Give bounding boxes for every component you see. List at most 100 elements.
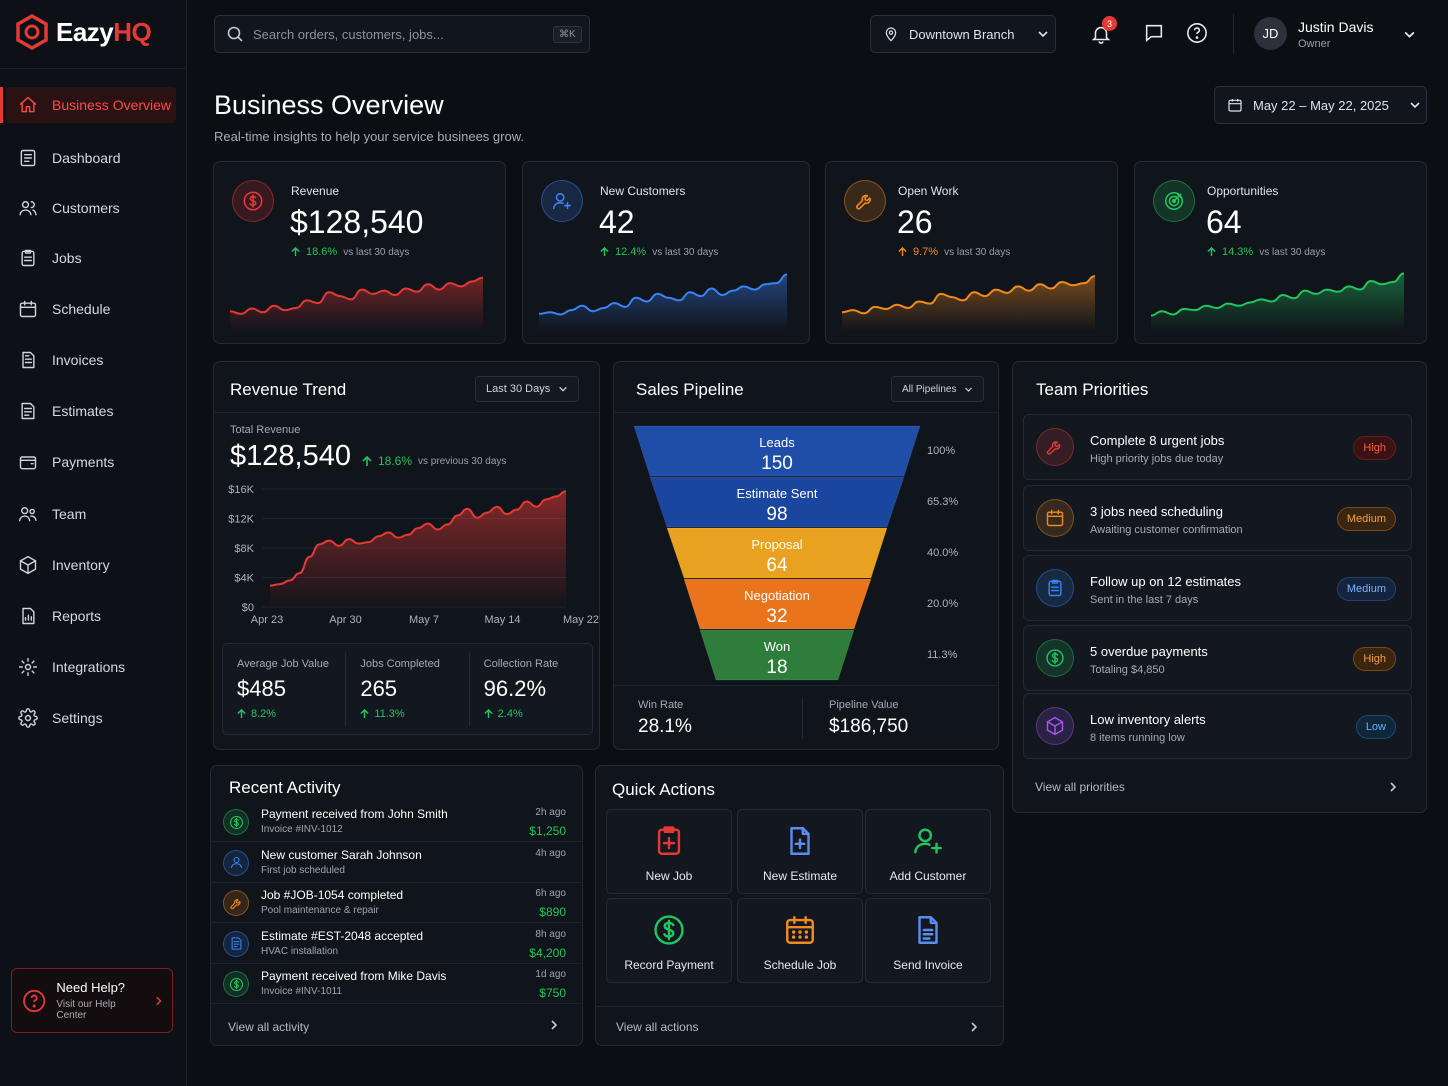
branch-selector[interactable]: Downtown Branch xyxy=(870,15,1056,53)
stat-delta-pct: 8.2% xyxy=(251,708,277,720)
quick-action-send-invoice[interactable]: Send Invoice xyxy=(865,898,991,983)
kpi-delta: 18.6% vs last 30 days xyxy=(291,246,409,258)
quick-action-record-payment[interactable]: Record Payment xyxy=(606,898,732,983)
team-priorities-card: Team Priorities Complete 8 urgent jobs H… xyxy=(1012,361,1427,813)
kpi-card-new-customers[interactable]: New Customers 42 12.4% vs last 30 days xyxy=(522,161,810,344)
sidebar-item-dashboard[interactable]: Dashboard xyxy=(6,140,176,176)
wrench-icon xyxy=(229,898,241,909)
page-subtitle: Real-time insights to help your service … xyxy=(214,129,524,144)
priority-item[interactable]: 5 overdue payments Totaling $4,850 High xyxy=(1023,625,1412,691)
kpi-card-open-work[interactable]: Open Work 26 9.7% vs last 30 days xyxy=(825,161,1118,344)
dollar-icon xyxy=(229,815,243,829)
view-all-actions-link[interactable]: View all actions xyxy=(616,1020,699,1034)
arrow-up-icon xyxy=(362,455,372,466)
activity-row[interactable]: Payment received from Mike Davis Invoice… xyxy=(211,963,582,1004)
chevron-right-icon[interactable] xyxy=(548,1019,560,1031)
funnel-stage-pct: 100% xyxy=(927,445,955,457)
date-range-picker[interactable]: May 22 – May 22, 2025 xyxy=(1214,86,1427,124)
sidebar-item-estimates[interactable]: Estimates xyxy=(6,393,176,429)
funnel-stage-label: Estimate Sent xyxy=(737,486,818,501)
box-icon xyxy=(19,555,37,575)
search-bar[interactable]: ⌘K xyxy=(214,15,590,53)
activity-row[interactable]: Estimate #EST-2048 accepted HVAC install… xyxy=(211,923,582,964)
sidebar-item-reports[interactable]: Reports xyxy=(6,598,176,634)
priority-badge: Medium xyxy=(1336,507,1396,531)
sidebar-item-business-overview[interactable]: Business Overview xyxy=(0,87,176,123)
quick-action-add-customer[interactable]: Add Customer xyxy=(865,809,991,894)
kpi-delta-pct: 14.3% xyxy=(1222,246,1254,258)
arrow-up-icon xyxy=(360,709,369,719)
sidebar-item-customers[interactable]: Customers xyxy=(6,190,176,226)
chevron-down-icon xyxy=(1410,102,1420,109)
branch-name: Downtown Branch xyxy=(909,26,1015,42)
pipeline-filter-select[interactable]: All Pipelines xyxy=(891,376,985,402)
activity-row[interactable]: Job #JOB-1054 completed Pool maintenance… xyxy=(211,882,582,923)
chevron-right-icon[interactable] xyxy=(968,1021,980,1033)
chevron-right-icon[interactable] xyxy=(1387,781,1399,793)
search-input[interactable] xyxy=(253,26,543,42)
priority-item[interactable]: Low inventory alerts 8 items running low… xyxy=(1023,693,1412,759)
view-all-activity-link[interactable]: View all activity xyxy=(228,1020,310,1034)
kpi-sparkline xyxy=(230,276,483,332)
kpi-delta-vs: vs last 30 days xyxy=(1259,246,1326,258)
kpi-delta-pct: 18.6% xyxy=(306,246,338,258)
user-role: Owner xyxy=(1298,38,1331,50)
sidebar-item-invoices[interactable]: Invoices xyxy=(6,342,176,378)
quick-action-schedule-job[interactable]: Schedule Job xyxy=(737,898,863,983)
revenue-period-select[interactable]: Last 30 Days xyxy=(475,376,580,402)
x-tick-label: Apr 23 xyxy=(251,614,283,626)
help-title: Need Help? xyxy=(56,980,126,995)
stat-value: 96.2% xyxy=(483,676,547,701)
arrow-up-icon xyxy=(484,709,493,719)
view-all-priorities-link[interactable]: View all priorities xyxy=(1035,780,1125,794)
activity-icon-wrap xyxy=(223,809,249,835)
kpi-value: 26 xyxy=(897,204,933,240)
user-menu-chevron-icon[interactable] xyxy=(1403,28,1416,41)
kpi-card-opportunities[interactable]: Opportunities 64 14.3% vs last 30 days xyxy=(1134,161,1427,344)
sidebar-item-inventory[interactable]: Inventory xyxy=(6,547,176,583)
pipeline-value: $186,750 xyxy=(829,716,909,737)
sidebar-item-team[interactable]: Team xyxy=(6,496,176,532)
sidebar-item-jobs[interactable]: Jobs xyxy=(6,240,176,276)
dollar-icon xyxy=(229,977,243,991)
user-name[interactable]: Justin Davis xyxy=(1298,19,1374,35)
sidebar-item-schedule[interactable]: Schedule xyxy=(6,291,176,327)
funnel-stage-pct: 40.0% xyxy=(927,547,958,559)
priority-icon-wrap xyxy=(1036,569,1074,607)
kpi-card-revenue[interactable]: Revenue $128,540 18.6% vs last 30 days xyxy=(213,161,506,344)
priority-title: 3 jobs need scheduling xyxy=(1090,504,1223,519)
avatar[interactable]: JD xyxy=(1254,17,1287,50)
help-circle-icon[interactable] xyxy=(1186,22,1208,44)
arrow-up-icon xyxy=(1207,247,1216,257)
activity-row[interactable]: New customer Sarah Johnson First job sch… xyxy=(211,842,582,883)
revenue-period-value: Last 30 Days xyxy=(486,383,551,395)
funnel-stage-proposal xyxy=(666,527,888,579)
kpi-delta-vs: vs last 30 days xyxy=(944,246,1011,258)
y-tick-label: $16K xyxy=(228,484,254,496)
calendar-icon xyxy=(1046,509,1064,527)
chat-icon[interactable] xyxy=(1143,22,1165,44)
activity-row[interactable]: Payment received from John Smith Invoice… xyxy=(211,801,582,842)
app-logo[interactable]: EazyHQ xyxy=(16,14,152,50)
sidebar-item-integrations[interactable]: Integrations xyxy=(6,649,176,685)
activity-time: 2h ago xyxy=(535,807,566,818)
kpi-label: Open Work xyxy=(898,184,959,198)
kpi-sparkline xyxy=(842,275,1095,332)
quick-action-new-job[interactable]: New Job xyxy=(606,809,732,894)
sidebar-item-payments[interactable]: Payments xyxy=(6,444,176,480)
sidebar: EazyHQ Business Overview Dashboard Custome… xyxy=(0,0,187,1086)
priority-item[interactable]: 3 jobs need scheduling Awaiting customer… xyxy=(1023,485,1412,551)
dollar-icon xyxy=(1046,649,1064,667)
user-divider xyxy=(1233,14,1234,54)
priority-item[interactable]: Complete 8 urgent jobs High priority job… xyxy=(1023,414,1412,480)
quick-actions-card: Quick Actions New Job New Estimate Add C… xyxy=(595,765,1004,1046)
help-center-card[interactable]: Need Help? Visit our Help Center xyxy=(11,968,173,1033)
priority-item[interactable]: Follow up on 12 estimates Sent in the la… xyxy=(1023,555,1412,621)
activity-title: Payment received from Mike Davis xyxy=(261,969,447,983)
priority-subtitle: Awaiting customer confirmation xyxy=(1090,524,1243,536)
sidebar-item-settings[interactable]: Settings xyxy=(6,700,176,736)
target-icon xyxy=(1164,191,1184,211)
sidebar-item-label: Payments xyxy=(52,454,115,470)
sidebar-item-label: Estimates xyxy=(52,403,114,419)
quick-action-new-estimate[interactable]: New Estimate xyxy=(737,809,863,894)
